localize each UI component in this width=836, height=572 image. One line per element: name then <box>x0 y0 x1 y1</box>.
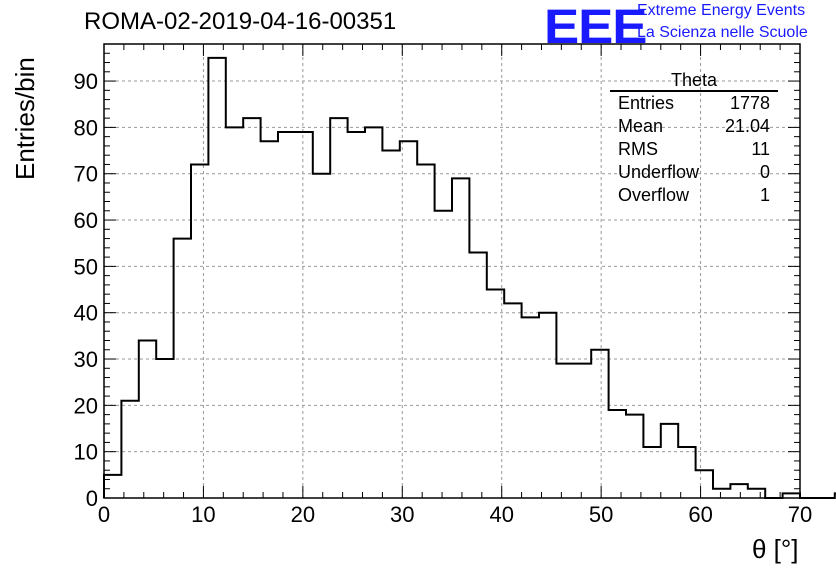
stats-label: Underflow <box>618 162 700 182</box>
histogram-bin <box>522 317 539 498</box>
stats-value: 11 <box>751 139 770 159</box>
x-tick-label: 50 <box>589 502 613 527</box>
histogram-bin <box>156 359 173 498</box>
histogram-bin <box>556 364 573 498</box>
histogram-bin <box>382 151 399 498</box>
stats-label: Overflow <box>618 185 690 205</box>
histogram-bin <box>400 141 417 498</box>
stats-row-rms: RMS 11 <box>610 138 778 161</box>
histogram-bin <box>365 127 382 498</box>
stats-box: Theta Entries 1778 Mean 21.04 RMS 11 Und… <box>610 70 778 207</box>
stats-value: 0 <box>759 162 770 182</box>
histogram-bin <box>191 164 208 498</box>
histogram-bin <box>574 364 591 498</box>
histogram-bin <box>174 239 191 498</box>
x-tick-label: 40 <box>489 502 513 527</box>
x-tick-label: 70 <box>788 502 812 527</box>
y-tick-label: 50 <box>74 254 98 279</box>
histogram-bin <box>626 415 643 498</box>
histogram-bin <box>295 132 312 498</box>
x-tick-label: 30 <box>390 502 414 527</box>
stats-row-entries: Entries 1778 <box>610 92 778 115</box>
x-tick-label: 60 <box>688 502 712 527</box>
org-name-line1: Extreme Energy Events <box>637 2 806 19</box>
histogram-bin <box>748 489 765 498</box>
histogram-bin <box>104 475 121 498</box>
stats-row-overflow: Overflow 1 <box>610 184 778 207</box>
histogram-bin <box>696 470 713 498</box>
y-tick-label: 30 <box>74 347 98 372</box>
histogram-bin <box>226 127 243 498</box>
stats-label: RMS <box>618 139 658 159</box>
stats-label: Entries <box>618 93 675 113</box>
histogram-bin <box>243 118 260 498</box>
y-tick-label: 40 <box>74 301 98 326</box>
stats-value: 1778 <box>729 93 770 113</box>
histogram-bin <box>539 313 556 498</box>
histogram-bin <box>139 340 156 498</box>
x-tick-label: 10 <box>191 502 215 527</box>
y-tick-label: 0 <box>86 486 98 511</box>
histogram-bin <box>121 401 138 498</box>
histogram-bin <box>504 303 521 498</box>
histogram-bin <box>278 132 295 498</box>
histogram-bin <box>713 489 730 498</box>
histogram-bin <box>417 164 434 498</box>
org-name-line2: La Scienza nelle Scuole <box>637 24 808 41</box>
histogram-bin <box>208 58 225 498</box>
histogram-bin <box>469 252 486 498</box>
histogram-outline <box>103 56 836 499</box>
y-tick-label: 90 <box>74 69 98 94</box>
eee-logo: EEE <box>544 1 647 54</box>
histogram-bin <box>591 350 608 498</box>
histogram-bin <box>452 178 469 498</box>
plot-frame <box>103 43 801 499</box>
histogram-bin <box>661 424 678 498</box>
histogram-bin <box>435 211 452 498</box>
stats-row-mean: Mean 21.04 <box>610 115 778 138</box>
stats-value: 1 <box>759 185 770 205</box>
x-axis-label: θ [°] <box>752 534 799 564</box>
y-tick-label: 80 <box>74 115 98 140</box>
stats-value: 21.04 <box>724 116 770 136</box>
histogram-bin <box>487 290 504 498</box>
histogram-bin <box>678 447 695 498</box>
histogram-bin <box>609 410 626 498</box>
x-tick-label: 20 <box>291 502 315 527</box>
stats-title: Theta <box>610 70 778 92</box>
y-tick-label: 20 <box>74 393 98 418</box>
y-tick-label: 60 <box>74 208 98 233</box>
histogram-bin <box>730 484 747 498</box>
stats-label: Mean <box>618 116 664 136</box>
stats-row-underflow: Underflow 0 <box>610 161 778 184</box>
histogram-bin <box>330 118 347 498</box>
x-tick-label: 0 <box>98 502 110 527</box>
histogram-bin <box>313 174 330 498</box>
y-axis-label: Entries/bin <box>10 57 40 180</box>
chart-title: ROMA-02-2019-04-16-00351 <box>84 8 397 35</box>
y-tick-label: 10 <box>74 440 98 465</box>
y-tick-label: 70 <box>74 162 98 187</box>
histogram-bin <box>348 132 365 498</box>
histogram-bin <box>643 447 660 498</box>
histogram-bin <box>261 141 278 498</box>
